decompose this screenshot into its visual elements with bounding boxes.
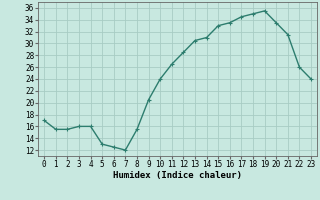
X-axis label: Humidex (Indice chaleur): Humidex (Indice chaleur): [113, 171, 242, 180]
